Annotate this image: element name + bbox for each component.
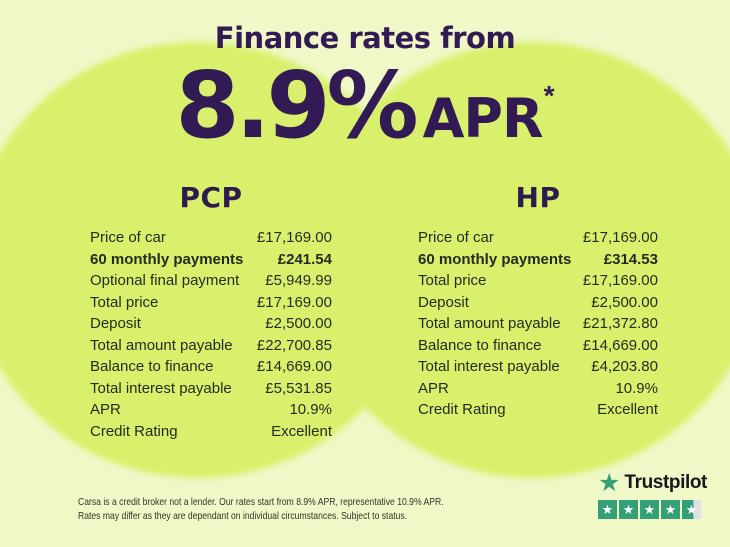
hp-table: HP Price of car £17,169.00 60 monthly pa… <box>418 183 658 421</box>
table-row: Total interest payable £5,531.85 <box>90 378 332 400</box>
row-label: Optional final payment <box>90 272 240 289</box>
row-label: APR <box>418 379 449 397</box>
row-value: £14,669.00 <box>582 336 658 354</box>
table-row: Deposit £2,500.00 <box>90 313 332 335</box>
table-row: Total interest payable £4,203.80 <box>418 356 658 378</box>
table-row: Balance to finance £14,669.00 <box>418 335 658 357</box>
row-value: £241.54 <box>277 250 332 268</box>
row-label: Deposit <box>418 293 469 311</box>
row-label: Credit Rating <box>418 401 506 418</box>
row-label: Total price <box>90 293 159 311</box>
row-value: £5,949.99 <box>265 272 332 289</box>
trustpilot-rating-stars: ★ ★ ★ ★ ★ <box>598 500 707 519</box>
row-label: APR <box>90 401 121 418</box>
headline-asterisk: * <box>543 80 555 111</box>
row-value: 10.9% <box>615 379 658 397</box>
row-value: £17,169.00 <box>256 293 332 311</box>
table-row: Total price £17,169.00 <box>90 292 332 314</box>
headline-kicker: Finance rates from <box>214 21 516 55</box>
row-value: Excellent <box>597 401 658 418</box>
half-star-icon: ★ <box>682 500 701 519</box>
table-row: Credit Rating Excellent <box>90 421 332 443</box>
row-value: 10.9% <box>289 401 332 418</box>
row-label: Balance to finance <box>418 336 542 354</box>
star-icon: ★ <box>598 500 617 519</box>
row-value: £22,700.85 <box>256 336 332 354</box>
trustpilot-brand-name: Trustpilot <box>624 472 707 493</box>
table-row: Price of car £17,169.00 <box>418 227 658 249</box>
star-icon: ★ <box>619 500 638 519</box>
row-value: £17,169.00 <box>582 272 658 289</box>
pcp-table: PCP Price of car £17,169.00 60 monthly p… <box>90 183 332 442</box>
table-row: Deposit £2,500.00 <box>418 292 658 314</box>
row-label: Balance to finance <box>90 358 214 375</box>
row-value: £314.53 <box>603 250 658 268</box>
table-row: Balance to finance £14,669.00 <box>90 356 332 378</box>
row-label: Total interest payable <box>90 379 232 397</box>
row-value: £14,669.00 <box>256 358 332 375</box>
row-label: Total interest payable <box>418 358 560 375</box>
headline: Finance rates from 8.9% APR* <box>0 20 730 152</box>
row-value: Excellent <box>271 422 332 440</box>
trustpilot-logo: ★ Trustpilot ★ ★ ★ ★ ★ <box>598 471 707 519</box>
disclaimer-line-1: Carsa is a credit broker not a lender. O… <box>78 496 444 508</box>
row-label: Deposit <box>90 315 141 332</box>
disclaimer-line-2: Rates may differ as they are dependant o… <box>78 509 408 522</box>
pcp-title: PCP <box>179 181 243 214</box>
trustpilot-header: ★ Trustpilot <box>598 469 707 497</box>
disclaimer-text: Carsa is a credit broker not a lender. O… <box>78 496 444 523</box>
headline-rate: 8.9% <box>175 52 418 159</box>
table-row: APR 10.9% <box>90 399 332 421</box>
row-label: Price of car <box>418 229 494 246</box>
table-row: Optional final payment £5,949.99 <box>90 270 332 292</box>
row-label: Total price <box>418 272 487 289</box>
row-value: £2,500.00 <box>591 293 658 311</box>
row-label: Price of car <box>90 229 166 246</box>
star-icon: ★ <box>661 500 680 519</box>
table-row: 60 monthly payments £241.54 <box>90 249 332 271</box>
table-row: APR 10.9% <box>418 378 658 400</box>
row-value: £17,169.00 <box>582 229 658 246</box>
row-value: £2,500.00 <box>265 315 332 332</box>
row-label: 60 monthly payments <box>418 250 572 268</box>
table-row: Total amount payable £22,700.85 <box>90 335 332 357</box>
table-row: Credit Rating Excellent <box>418 399 658 421</box>
row-label: Total amount payable <box>90 336 233 354</box>
row-value: £5,531.85 <box>265 379 332 397</box>
trustpilot-star-icon: ★ <box>598 469 621 497</box>
hp-title: HP <box>515 181 561 214</box>
row-value: £21,372.80 <box>582 315 658 332</box>
row-label: Credit Rating <box>90 422 178 440</box>
row-label: 60 monthly payments <box>90 250 244 268</box>
headline-apr-unit: APR <box>422 87 544 150</box>
background-circle-right <box>305 42 730 478</box>
table-row: Price of car £17,169.00 <box>90 227 332 249</box>
row-value: £4,203.80 <box>591 358 658 375</box>
row-value: £17,169.00 <box>256 229 332 246</box>
headline-rate-line: 8.9% APR* <box>0 60 730 152</box>
table-row: 60 monthly payments £314.53 <box>418 249 658 271</box>
table-row: Total price £17,169.00 <box>418 270 658 292</box>
table-row: Total amount payable £21,372.80 <box>418 313 658 335</box>
row-label: Total amount payable <box>418 315 561 332</box>
star-icon: ★ <box>640 500 659 519</box>
